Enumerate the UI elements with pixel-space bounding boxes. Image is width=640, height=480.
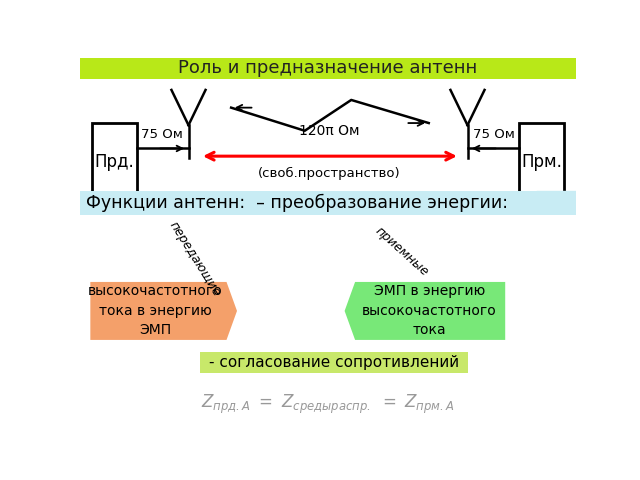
Text: (своб.пространство): (своб.пространство)	[258, 167, 401, 180]
Text: $Z_{\mathregular{прд. А}}\ =\ Z_{\mathregular{среды распр.}}\ =\ Z_{\mathregular: $Z_{\mathregular{прд. А}}\ =\ Z_{\mathre…	[201, 393, 455, 416]
Text: передающие: передающие	[166, 219, 223, 299]
Text: приемные: приемные	[372, 224, 431, 279]
FancyBboxPatch shape	[520, 123, 564, 196]
Text: Прд.: Прд.	[94, 153, 134, 170]
Text: 120π Ом: 120π Ом	[300, 124, 360, 138]
Text: Прм.: Прм.	[522, 153, 563, 170]
Polygon shape	[344, 281, 506, 341]
FancyBboxPatch shape	[200, 352, 467, 373]
Text: 75 Ом: 75 Ом	[473, 128, 515, 141]
Text: высокочастотного
тока в энергию
ЭМП: высокочастотного тока в энергию ЭМП	[88, 285, 223, 337]
Polygon shape	[90, 281, 238, 341]
FancyBboxPatch shape	[80, 58, 576, 79]
Text: ЭМП в энергию
высокочастотного
тока: ЭМП в энергию высокочастотного тока	[362, 285, 497, 337]
Text: - согласование сопротивлений: - согласование сопротивлений	[209, 355, 460, 370]
Text: 75 Ом: 75 Ом	[141, 128, 183, 141]
Text: Роль и предназначение антенн: Роль и предназначение антенн	[179, 60, 477, 77]
FancyBboxPatch shape	[537, 191, 576, 216]
FancyBboxPatch shape	[92, 123, 136, 196]
Text: Функции антенн:  – преобразование энергии:: Функции антенн: – преобразование энергии…	[86, 194, 508, 212]
FancyBboxPatch shape	[80, 191, 537, 216]
